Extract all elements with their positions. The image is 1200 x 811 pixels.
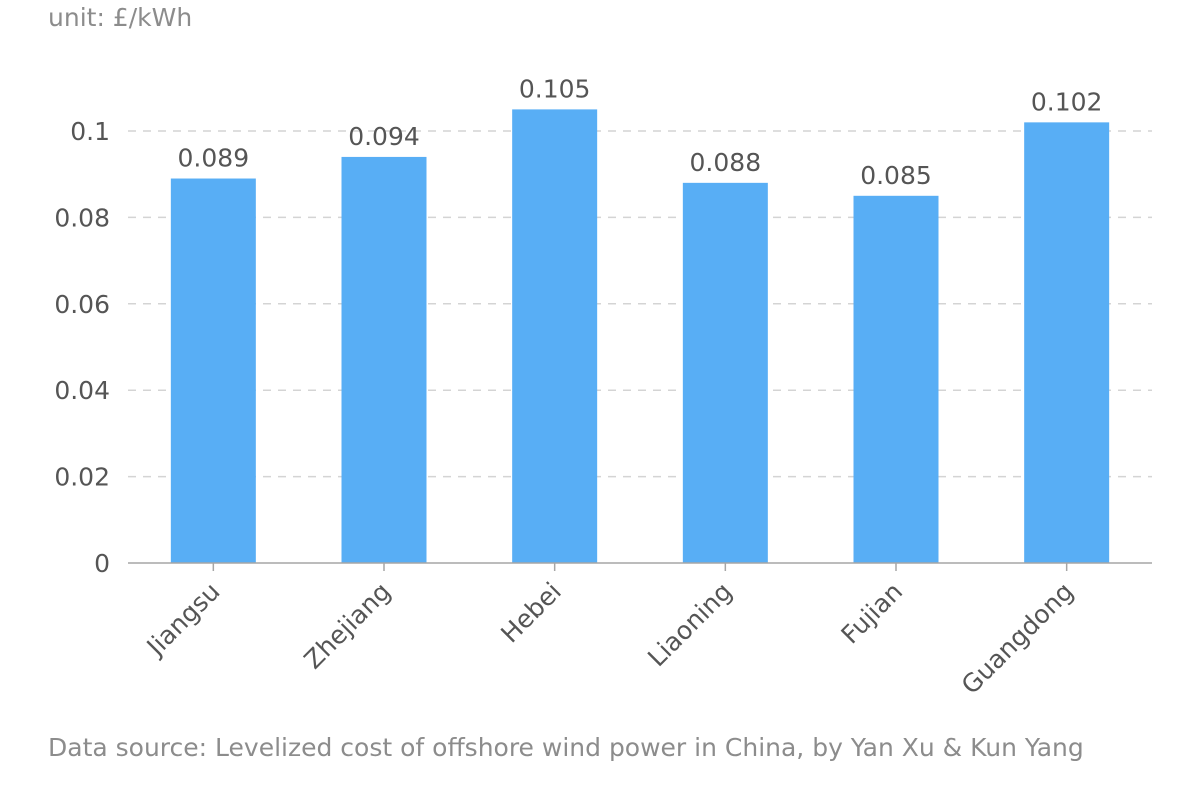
value-label: 0.088 (690, 148, 762, 177)
y-tick-label: 0 (94, 549, 110, 578)
category-label: Guangdong (956, 577, 1079, 700)
bars (170, 109, 1110, 564)
value-label: 0.085 (860, 161, 932, 190)
bar-zhejiang (341, 156, 427, 564)
y-axis-tick-labels: 0 0.02 0.04 0.06 0.08 0.1 (54, 117, 110, 578)
bar-liaoning (682, 182, 768, 563)
source-label: Data source: Levelized cost of offshore … (48, 733, 1084, 762)
category-labels: Jiangsu Zhejiang Hebei Liaoning Fujian Guangd… (140, 577, 1079, 700)
y-tick-label: 0.04 (54, 376, 110, 405)
value-label: 0.102 (1031, 87, 1103, 116)
bar-jiangsu (170, 178, 256, 563)
y-tick-label: 0.08 (54, 203, 110, 232)
bar-guangdong (1024, 122, 1110, 564)
value-label: 0.105 (519, 74, 591, 103)
gridlines (128, 130, 1152, 478)
value-label: 0.089 (178, 144, 250, 173)
x-axis-ticks (212, 563, 1068, 571)
category-label: Jiangsu (140, 577, 226, 663)
value-labels: 0.089 0.094 0.105 0.088 0.085 0.102 (178, 74, 1103, 189)
unit-label: unit: £/kWh (48, 3, 192, 32)
category-label: Liaoning (642, 577, 737, 672)
y-tick-label: 0.1 (70, 117, 110, 146)
category-label: Fujian (835, 577, 908, 650)
bar-hebei (512, 109, 598, 564)
category-label: Zhejiang (298, 577, 396, 675)
value-label: 0.094 (348, 122, 420, 151)
y-tick-label: 0.02 (54, 463, 110, 492)
y-tick-label: 0.06 (54, 290, 110, 319)
bar-fujian (853, 195, 939, 564)
category-label: Hebei (495, 577, 567, 649)
